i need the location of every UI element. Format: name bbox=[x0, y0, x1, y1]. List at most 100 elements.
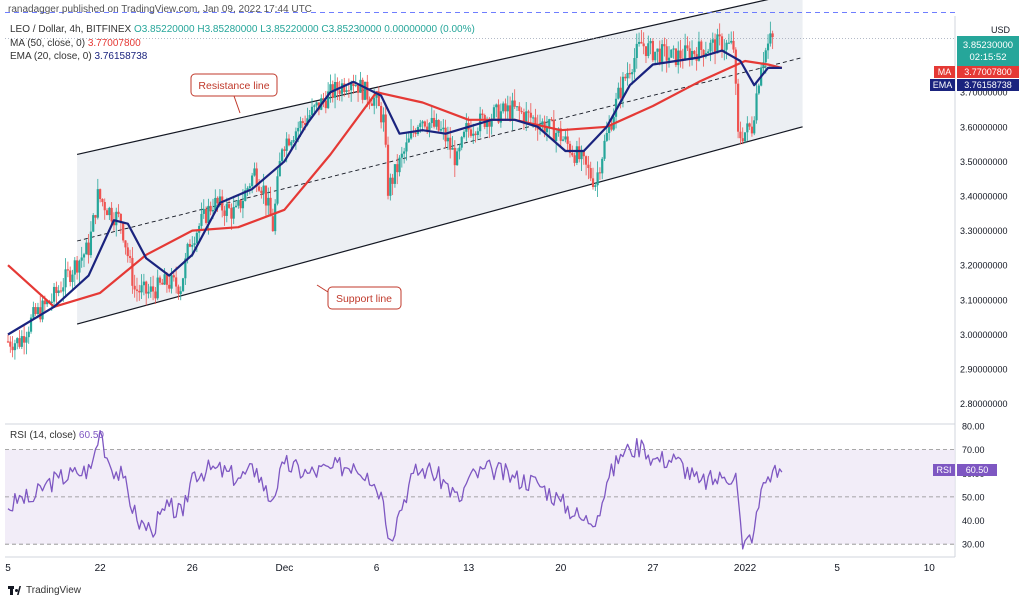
candle-body bbox=[739, 131, 742, 139]
candle-body bbox=[313, 105, 316, 107]
rsi-value-badge bbox=[957, 464, 997, 476]
candle-body bbox=[575, 146, 578, 163]
candle-body bbox=[430, 117, 433, 124]
candle-body bbox=[262, 185, 265, 194]
rsi-legend-value: 60.50 bbox=[78, 430, 104, 441]
candle-body bbox=[737, 83, 740, 132]
candle-body bbox=[578, 146, 581, 160]
candle-body bbox=[490, 118, 493, 127]
ema-value-badge bbox=[957, 79, 1019, 91]
candle-body bbox=[476, 131, 479, 136]
support-callout-text: Support line bbox=[336, 293, 392, 305]
candle-body bbox=[69, 270, 72, 283]
candle-body bbox=[165, 274, 169, 285]
candle-body bbox=[651, 40, 654, 61]
candle-body bbox=[276, 176, 279, 204]
candle-body bbox=[218, 196, 221, 204]
candle-body bbox=[564, 136, 567, 140]
candle-body bbox=[568, 143, 572, 154]
candle-body bbox=[414, 132, 417, 135]
candle-body bbox=[34, 307, 37, 315]
candle-body bbox=[403, 151, 406, 154]
candle-body bbox=[580, 151, 583, 160]
candle-body bbox=[283, 149, 286, 151]
candle-body bbox=[598, 172, 602, 174]
candle-body bbox=[584, 156, 588, 165]
candle-body bbox=[405, 142, 408, 152]
candle-body bbox=[713, 39, 717, 54]
candle-body bbox=[149, 286, 152, 292]
candle-body bbox=[753, 120, 756, 134]
candle-body bbox=[435, 119, 438, 127]
candle-body bbox=[301, 121, 304, 123]
price-axis-tick: 3.40000000 bbox=[960, 192, 1008, 202]
price-axis-tick: 3.10000000 bbox=[960, 295, 1008, 305]
candle-body bbox=[361, 79, 364, 100]
candle-body bbox=[757, 85, 760, 94]
price-axis-tick: 2.90000000 bbox=[960, 365, 1008, 375]
candle-body bbox=[469, 129, 473, 136]
candle-body bbox=[87, 242, 90, 256]
axis-layer: 3.800000003.700000003.600000003.50000000… bbox=[5, 53, 1007, 574]
candle-body bbox=[126, 247, 129, 257]
channel-midline bbox=[76, 57, 803, 242]
current-price-badge bbox=[957, 36, 1019, 66]
candle-body bbox=[172, 275, 175, 278]
open-value: O3.85220000 bbox=[133, 24, 195, 35]
candle-body bbox=[274, 203, 277, 232]
candle-body bbox=[89, 231, 93, 256]
candle-body bbox=[152, 286, 155, 292]
time-axis-tick: 22 bbox=[95, 563, 107, 574]
candle-body bbox=[734, 49, 737, 84]
candle-body bbox=[255, 168, 258, 187]
candle-body bbox=[532, 117, 535, 119]
candle-body bbox=[41, 300, 44, 320]
candle-body bbox=[195, 232, 198, 244]
candle-body bbox=[232, 206, 235, 219]
candle-body bbox=[515, 106, 519, 108]
currency-label: USD bbox=[991, 25, 1011, 35]
candle-body bbox=[610, 125, 613, 130]
candle-body bbox=[432, 117, 436, 127]
candle-body bbox=[460, 137, 463, 148]
time-axis-tick: 13 bbox=[463, 563, 475, 574]
symbol-legend[interactable]: LEO / Dollar, 4h, BITFINEX O3.85220000 H… bbox=[10, 24, 475, 35]
candle-body bbox=[439, 129, 443, 131]
resistance-callout-text: Resistance line bbox=[198, 80, 269, 92]
candle-body bbox=[145, 281, 148, 294]
price-axis-tick: 3.30000000 bbox=[960, 226, 1008, 236]
resistance-pointer bbox=[233, 95, 241, 114]
ma-legend[interactable]: MA (50, close, 0) 3.77007800 bbox=[10, 38, 141, 49]
symbol-name: LEO / Dollar, 4h, BITFINEX bbox=[10, 24, 132, 35]
candle-body bbox=[462, 131, 466, 138]
candle-body bbox=[211, 209, 215, 212]
candle-body bbox=[36, 307, 40, 315]
candle-body bbox=[66, 269, 69, 271]
ema-legend[interactable]: EMA (20, close, 0) 3.76158738 bbox=[10, 51, 147, 62]
rsi-legend[interactable]: RSI (14, close) 60.50 bbox=[10, 430, 104, 441]
tradingview-brand[interactable]: TradingView bbox=[8, 585, 81, 596]
candle-body bbox=[71, 274, 74, 283]
candle-body bbox=[640, 41, 643, 44]
candle-body bbox=[207, 205, 210, 223]
candle-body bbox=[80, 257, 83, 261]
ema-legend-label: EMA (20, close, 0) bbox=[10, 51, 92, 62]
candle-body bbox=[573, 155, 576, 163]
candle-body bbox=[637, 41, 641, 44]
candle-body bbox=[732, 40, 735, 50]
candle-body bbox=[674, 48, 678, 66]
candle-body bbox=[175, 277, 178, 287]
candle-body bbox=[697, 41, 701, 61]
candle-body bbox=[495, 104, 498, 108]
candle-body bbox=[267, 197, 270, 206]
publisher-line: ranadagger published on TradingView.com,… bbox=[8, 4, 312, 15]
candle-body bbox=[741, 138, 744, 142]
time-axis-tick: Dec bbox=[275, 563, 293, 574]
candle-body bbox=[382, 114, 385, 123]
candle-body bbox=[170, 275, 173, 289]
candle-body bbox=[555, 132, 558, 141]
candle-body bbox=[117, 211, 120, 214]
candle-body bbox=[94, 215, 97, 218]
candle-body bbox=[310, 106, 314, 116]
